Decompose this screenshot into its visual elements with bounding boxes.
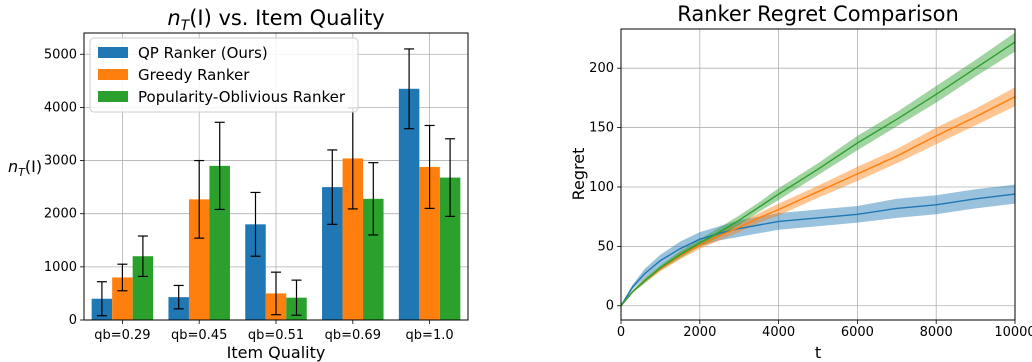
bar-series bbox=[91, 88, 461, 320]
line-x-tick-label: 10000 bbox=[994, 325, 1032, 340]
bar-x-tick-label: qb=0.51 bbox=[248, 328, 304, 343]
bar-y-tick-label: 5000 bbox=[44, 47, 77, 62]
bar-y-tick-label: 2000 bbox=[44, 207, 77, 222]
bar-y-axis-label: nT(I) bbox=[8, 157, 42, 179]
bar-error-bars bbox=[96, 48, 456, 317]
line-x-tick-label: 4000 bbox=[762, 325, 795, 340]
line-y-axis-label: Regret bbox=[569, 148, 588, 201]
line-y-tick-label: 50 bbox=[597, 239, 614, 254]
series-line bbox=[620, 193, 1016, 307]
bar-x-tick-label: qb=1.0 bbox=[406, 328, 454, 343]
line-y-tick-label: 0 bbox=[606, 299, 614, 314]
bar bbox=[439, 177, 461, 320]
bar-title-sub: T bbox=[181, 18, 191, 34]
bar bbox=[188, 199, 210, 320]
bar-y-tick-label: 0 bbox=[69, 313, 77, 328]
line-plot-frame bbox=[620, 28, 1016, 321]
bar bbox=[363, 198, 384, 320]
bar bbox=[132, 256, 154, 320]
confidence-band bbox=[621, 87, 1015, 307]
line-y-tick-label: 100 bbox=[589, 180, 614, 195]
bar-chart: 0 1000 2000 3000 4000 5000 qb=0.29 qb=0.45 qb=0.… bbox=[8, 6, 469, 362]
bar-y-tick-label: 3000 bbox=[44, 154, 77, 169]
bar bbox=[245, 224, 266, 320]
bar-title-rest: (I) vs. Item Quality bbox=[189, 6, 385, 30]
confidence-band bbox=[621, 184, 1015, 307]
line-y-tick-label: 200 bbox=[589, 61, 614, 76]
bar bbox=[209, 165, 230, 320]
line-x-tick-label: 0 bbox=[617, 325, 625, 340]
bar bbox=[398, 88, 420, 320]
line-chart-title: Ranker Regret Comparison bbox=[677, 2, 959, 26]
line-x-axis-label: t bbox=[815, 343, 821, 362]
legend-label: QP Ranker (Ours) bbox=[138, 44, 268, 62]
line-chart: 0 2000 4000 6000 8000 10000 0 50 100 150 200 Ranke… bbox=[569, 2, 1032, 362]
bar-ticks: 0 1000 2000 3000 4000 5000 qb=0.29 qb=0.45 qb=0.… bbox=[44, 47, 454, 343]
bar-ylabel-sub: T bbox=[18, 166, 26, 179]
line-y-tick-label: 150 bbox=[589, 121, 614, 136]
bar-ylabel-n: n bbox=[8, 157, 18, 176]
bar bbox=[342, 158, 364, 320]
legend-label: Greedy Ranker bbox=[138, 66, 250, 84]
bar bbox=[322, 187, 343, 320]
line-plot-area bbox=[621, 29, 1015, 320]
bar-y-tick-label: 1000 bbox=[44, 260, 77, 275]
legend-swatch bbox=[98, 91, 128, 102]
bar bbox=[112, 277, 133, 320]
legend-box bbox=[89, 37, 359, 113]
line-x-tick-label: 6000 bbox=[841, 325, 874, 340]
bar-chart-title: nT(I) vs. Item Quality bbox=[167, 6, 384, 34]
legend-swatch bbox=[98, 69, 128, 80]
bar-x-tick-label: qb=0.45 bbox=[171, 328, 227, 343]
bar-ylabel-rest: (I) bbox=[25, 157, 42, 176]
bar-title-n: n bbox=[167, 6, 180, 30]
line-series bbox=[620, 41, 1016, 307]
series-line bbox=[620, 41, 1016, 307]
line-x-tick-label: 8000 bbox=[920, 325, 953, 340]
line-x-tick-label: 2000 bbox=[683, 325, 716, 340]
legend-label: Popularity-Oblivious Ranker bbox=[138, 88, 346, 106]
line-ticks: 0 2000 4000 6000 8000 10000 0 50 100 150 200 bbox=[589, 61, 1032, 340]
bar-x-tick-label: qb=0.69 bbox=[325, 328, 381, 343]
bar bbox=[419, 166, 440, 320]
bar-x-axis-label: Item Quality bbox=[227, 343, 326, 362]
bar-legend: QP Ranker (Ours) Greedy Ranker Popularity-… bbox=[89, 37, 359, 113]
bar-x-tick-label: qb=0.29 bbox=[94, 328, 150, 343]
bar-y-tick-label: 4000 bbox=[44, 100, 77, 115]
legend-swatch bbox=[98, 47, 128, 58]
